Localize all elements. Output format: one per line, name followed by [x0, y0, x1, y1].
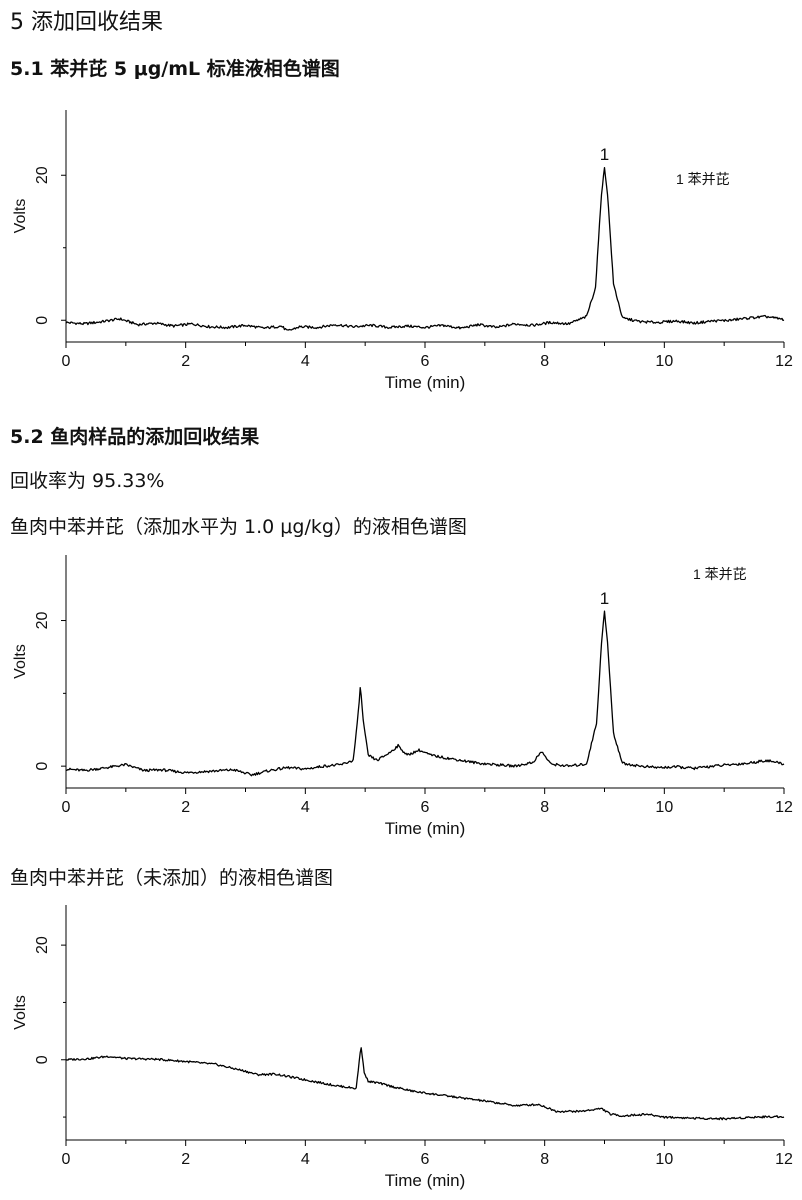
chart-spiked: 0 2 4 6 8 10 12 0 20 Time (min) Volts 1 1 苯并芘	[12, 555, 793, 838]
x-tick-label: 0	[62, 799, 71, 816]
y-tick-label: 20	[34, 612, 51, 630]
x-tick-label: 10	[655, 799, 673, 816]
chart-standard: 0 2 4 6 8 10 12 0 20 Time (min) Volts 1 1 苯并芘	[12, 110, 793, 392]
legend-entry: 1 苯并芘	[676, 171, 730, 187]
x-tick-label: 12	[775, 799, 793, 816]
x-tick-label: 6	[421, 799, 430, 816]
x-tick-label: 0	[62, 353, 71, 370]
y-tick-label: 0	[34, 1055, 51, 1064]
x-axis-label: Time (min)	[385, 1171, 466, 1190]
series-line	[65, 1047, 785, 1121]
y-axis-label: Volts	[12, 199, 29, 234]
x-tick-label: 4	[301, 1151, 310, 1168]
x-tick-label: 6	[421, 1151, 430, 1168]
series-line	[65, 610, 785, 777]
recovery-rate: 回收率为 95.33%	[10, 470, 165, 492]
chart-blank: 0 2 4 6 8 10 12 0 20 Time (min) Volts	[12, 905, 793, 1190]
y-tick-label: 20	[34, 936, 51, 954]
y-axis-label: Volts	[12, 644, 29, 679]
peak-label: 1	[600, 589, 609, 608]
x-tick-label: 10	[655, 1151, 673, 1168]
x-tick-label: 2	[181, 353, 190, 370]
x-tick-label: 6	[421, 353, 430, 370]
x-tick-label: 12	[775, 1151, 793, 1168]
y-axis-label: Volts	[12, 995, 29, 1030]
x-tick-label: 8	[540, 353, 549, 370]
subsection-title-5-1: 5.1 苯并芘 5 μg/mL 标准液相色谱图	[10, 58, 340, 80]
x-tick-label: 12	[775, 353, 793, 370]
subsection-title-5-2: 5.2 鱼肉样品的添加回收结果	[10, 426, 260, 448]
series-line	[65, 166, 785, 331]
caption-spiked: 鱼肉中苯并芘（添加水平为 1.0 μg/kg）的液相色谱图	[10, 516, 467, 538]
y-tick-label: 0	[34, 762, 51, 771]
section-title: 5 添加回收结果	[10, 10, 163, 35]
x-tick-label: 8	[540, 799, 549, 816]
x-axis-label: Time (min)	[385, 373, 466, 392]
y-tick-label: 0	[34, 316, 51, 325]
x-tick-label: 2	[181, 799, 190, 816]
caption-blank: 鱼肉中苯并芘（未添加）的液相色谱图	[10, 867, 334, 889]
y-tick-label: 20	[34, 166, 51, 184]
x-tick-label: 10	[655, 353, 673, 370]
peak-label: 1	[600, 145, 609, 164]
x-tick-label: 8	[540, 1151, 549, 1168]
x-tick-label: 2	[181, 1151, 190, 1168]
legend-entry: 1 苯并芘	[693, 566, 747, 582]
x-axis-label: Time (min)	[385, 819, 466, 838]
x-tick-label: 0	[62, 1151, 71, 1168]
x-tick-label: 4	[301, 353, 310, 370]
x-tick-label: 4	[301, 799, 310, 816]
